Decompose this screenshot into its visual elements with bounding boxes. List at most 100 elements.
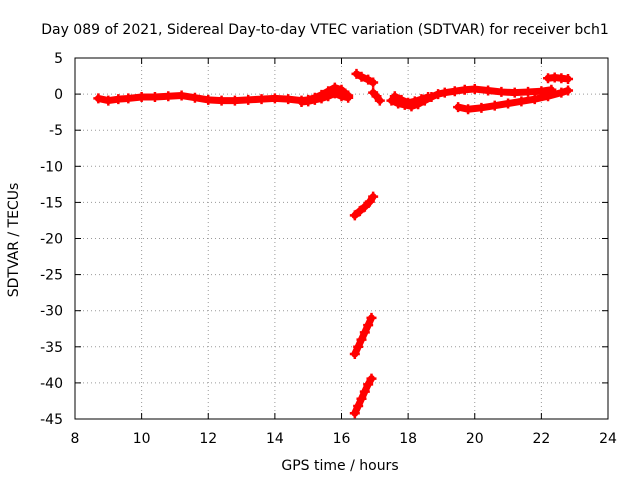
x-tick-label: 10	[133, 431, 151, 447]
x-tick-label: 24	[599, 431, 617, 447]
x-tick-label: 22	[532, 431, 550, 447]
y-tick-label: -35	[40, 340, 63, 356]
x-tick-label: 20	[466, 431, 484, 447]
y-tick-label: -15	[40, 195, 63, 211]
data-point-marker	[516, 96, 527, 107]
y-tick-label: -10	[40, 159, 63, 175]
x-tick-label: 8	[71, 431, 80, 447]
data-point-marker	[353, 401, 364, 412]
series-post-gap-short	[368, 87, 385, 106]
data-point-marker	[189, 92, 200, 103]
data-point-marker	[363, 379, 374, 390]
data-point-marker	[463, 104, 474, 115]
data-point-marker	[103, 95, 114, 106]
data-point-marker	[509, 87, 520, 98]
data-point-marker	[349, 408, 360, 419]
series-descent-1	[349, 191, 379, 221]
data-point-marker	[459, 84, 470, 95]
data-point-marker	[336, 91, 347, 102]
y-tick-label: -5	[49, 123, 63, 139]
series-line	[454, 86, 572, 113]
data-point-marker	[366, 312, 377, 323]
data-point-marker	[433, 89, 444, 100]
y-tick-label: -40	[40, 376, 63, 392]
data-point-marker	[356, 334, 367, 345]
data-point-marker	[523, 86, 534, 97]
plot-frame	[74, 57, 609, 420]
series-late-return	[453, 85, 574, 115]
data-point-marker	[203, 94, 214, 105]
data-point-marker	[416, 94, 427, 105]
data-point-marker	[316, 93, 327, 104]
data-point-marker	[489, 100, 500, 111]
data-point-marker	[389, 91, 400, 102]
data-point-marker	[563, 85, 574, 96]
y-tick-label: -45	[40, 412, 63, 428]
data-point-marker	[496, 86, 507, 97]
data-point-marker	[229, 95, 240, 106]
series-lower-band	[296, 88, 354, 108]
data-point-marker	[359, 386, 370, 397]
y-tick-label: 5	[54, 51, 63, 67]
data-point-marker	[149, 91, 160, 102]
series-end-segment	[543, 72, 574, 84]
data-point-marker	[349, 349, 360, 360]
x-tick-label: 18	[399, 431, 417, 447]
data-point-marker	[563, 73, 574, 84]
data-point-marker	[93, 93, 104, 104]
data-point-marker	[123, 93, 134, 104]
series-evening-lower-loop	[389, 91, 434, 108]
y-axis-label: SDTVAR / TECUs	[6, 183, 22, 298]
data-point-marker	[503, 98, 514, 109]
data-point-marker	[113, 94, 124, 105]
data-point-marker	[136, 91, 147, 102]
data-point-marker	[364, 196, 375, 207]
data-point-marker	[453, 102, 464, 113]
data-point-marker	[256, 94, 267, 105]
data-point-marker	[476, 102, 487, 113]
data-point-marker	[356, 393, 367, 404]
data-point-marker	[396, 94, 407, 105]
data-point-marker	[374, 95, 385, 106]
data-point-marker	[423, 91, 434, 102]
data-point-marker	[366, 373, 377, 384]
data-point-marker	[329, 88, 340, 99]
data-point-marker	[439, 87, 450, 98]
data-point-marker	[356, 71, 367, 82]
data-point-marker	[469, 84, 480, 95]
data-point-marker	[529, 94, 540, 105]
data-point-marker	[359, 327, 370, 338]
data-point-marker	[363, 320, 374, 331]
data-point-marker	[403, 97, 414, 108]
x-tick-label: 12	[199, 431, 217, 447]
data-point-marker	[163, 91, 174, 102]
y-tick-label: 0	[54, 87, 63, 103]
data-point-marker	[556, 87, 567, 98]
data-point-marker	[269, 93, 280, 104]
data-point-marker	[359, 201, 370, 212]
y-tick-label: -20	[40, 232, 63, 248]
data-point-marker	[176, 90, 187, 101]
data-point-marker	[368, 191, 379, 202]
x-axis-label: GPS time / hours	[281, 458, 398, 474]
data-point-marker	[368, 77, 379, 88]
series-line	[352, 70, 377, 87]
series-descent-2	[349, 312, 377, 360]
data-layer	[93, 68, 574, 419]
y-tick-label: -30	[40, 304, 63, 320]
data-point-marker	[323, 91, 334, 102]
chart-title: Day 089 of 2021, Sidereal Day-to-day VTE…	[41, 22, 609, 38]
data-point-marker	[483, 85, 494, 96]
series-descent-3	[349, 373, 377, 419]
grid-layer	[75, 58, 608, 419]
data-point-marker	[283, 94, 294, 105]
data-point-marker	[543, 91, 554, 102]
data-point-marker	[409, 96, 420, 107]
data-point-marker	[243, 94, 254, 105]
y-tick-label: -25	[40, 268, 63, 284]
data-point-marker	[449, 86, 460, 97]
data-point-marker	[216, 95, 227, 106]
data-point-marker	[343, 92, 354, 103]
tick-layer: 8 10 12 14 16 18 20 22 24 5 0 -5 -10 -15 -20 -25 -30 -35 -…	[40, 51, 617, 447]
